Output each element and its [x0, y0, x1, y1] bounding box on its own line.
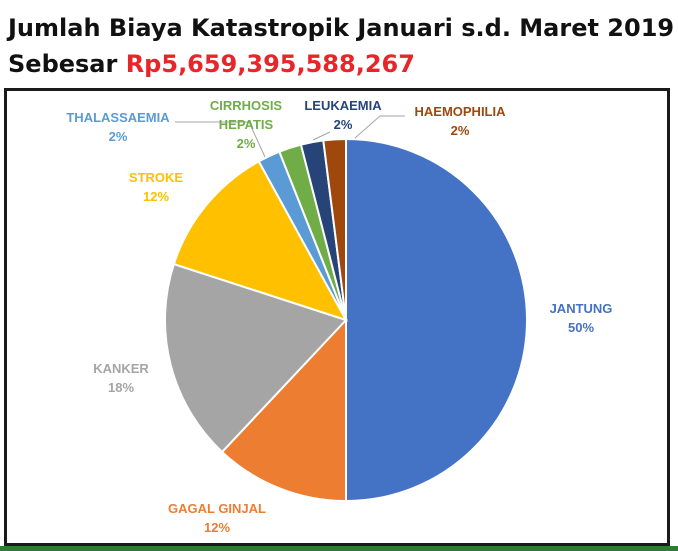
data-label-haemophilia: HAEMOPHILIA 2% — [415, 104, 507, 138]
title-line-1: Jumlah Biaya Katastropik Januari s.d. Ma… — [8, 14, 675, 42]
total-amount: Rp5,659,395,588,267 — [125, 50, 415, 78]
data-label-thalassaemia: THALASSAEMIA 2% — [66, 110, 170, 144]
chart-title: Jumlah Biaya Katastropik Januari s.d. Ma… — [8, 10, 674, 82]
leader-line-leukaemia — [312, 131, 331, 141]
data-label-leukaemia: LEUKAEMIA 2% — [304, 98, 382, 132]
leader-line-haemophilia — [354, 115, 405, 139]
pie-slice-gagal-ginjal — [220, 317, 347, 503]
pie-slice-stroke — [172, 160, 349, 322]
data-label-gagal-ginjal: GAGAL GINJAL 12% — [168, 501, 266, 535]
data-label-stroke: STROKE 12% — [129, 170, 184, 204]
data-label-jantung: JANTUNG 50% — [550, 301, 613, 335]
data-label-kanker: KANKER 18% — [93, 361, 149, 395]
title-prefix: Sebesar — [8, 50, 126, 78]
pie-slice-haemophilia — [322, 137, 347, 321]
pie-slice-kanker — [164, 262, 348, 454]
bottom-band — [0, 546, 678, 551]
pie-slice-jantung — [345, 137, 528, 503]
data-label-cirrhosis-hepatis: CIRRHOSIS HEPATIS 2% — [210, 98, 283, 151]
title-line-2: Sebesar Rp5,659,395,588,267 — [8, 46, 674, 82]
leader-line-thalassaemia — [175, 121, 266, 158]
